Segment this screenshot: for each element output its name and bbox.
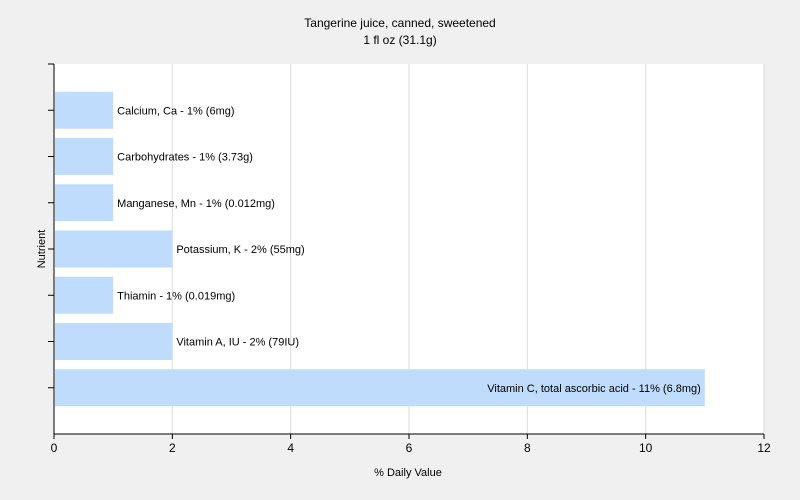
bar bbox=[55, 230, 173, 268]
x-tick-label: 12 bbox=[757, 441, 771, 455]
y-axis-ticks bbox=[48, 63, 54, 389]
data-labels: Calcium, Ca - 1% (6mg) Carbohydrates - 1%… bbox=[117, 105, 701, 395]
bar-data-label: Vitamin A, IU - 2% (79IU) bbox=[176, 337, 299, 349]
x-tick-label: 4 bbox=[287, 441, 294, 455]
x-axis-label: % Daily Value bbox=[374, 467, 442, 479]
bar bbox=[55, 369, 705, 407]
bar-data-label: Manganese, Mn - 1% (0.012mg) bbox=[117, 198, 275, 210]
y-axis-label: Nutrient bbox=[36, 230, 48, 269]
bar bbox=[55, 323, 173, 360]
bar-data-label: Thiamin - 1% (0.019mg) bbox=[117, 290, 235, 302]
bar-data-label: Carbohydrates - 1% (3.73g) bbox=[117, 152, 253, 164]
x-tick-label: 10 bbox=[639, 441, 653, 455]
x-axis-ticks: 0 2 4 6 8 10 12 bbox=[51, 434, 771, 455]
x-tick-label: 8 bbox=[524, 441, 531, 455]
bar-data-label: Calcium, Ca - 1% (6mg) bbox=[117, 105, 234, 117]
bar-data-label: Vitamin C, total ascorbic acid - 11% (6.… bbox=[487, 383, 701, 395]
bar-data-label: Potassium, K - 2% (55mg) bbox=[176, 244, 304, 256]
bars bbox=[55, 91, 705, 407]
bar bbox=[55, 184, 114, 222]
bar bbox=[55, 138, 114, 175]
bar bbox=[55, 276, 114, 314]
x-tick-label: 2 bbox=[169, 441, 176, 455]
x-tick-label: 6 bbox=[406, 441, 413, 455]
bar bbox=[55, 91, 114, 129]
x-tick-label: 0 bbox=[51, 441, 58, 455]
chart-subtitle: 1 fl oz (31.1g) bbox=[363, 33, 436, 47]
chart-title: Tangerine juice, canned, sweetened bbox=[304, 16, 495, 30]
